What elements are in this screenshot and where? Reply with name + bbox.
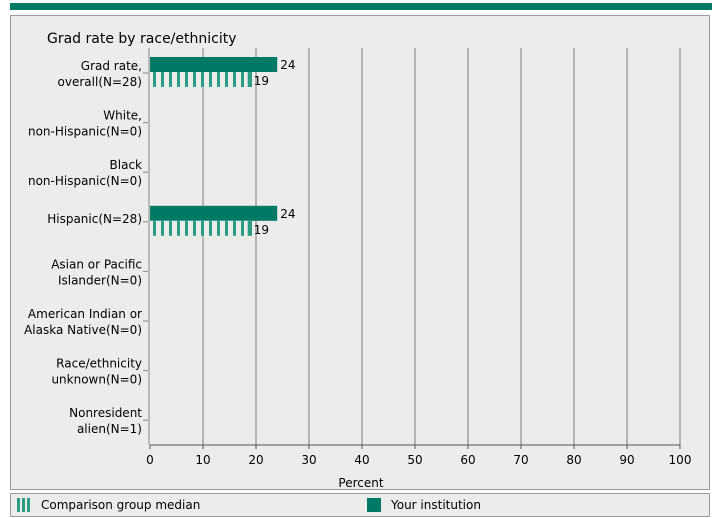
x-tick-label: 70	[513, 453, 528, 467]
x-tick-label: 10	[195, 453, 210, 467]
x-axis-label: Percent	[338, 476, 383, 490]
category-label: Grad rate, overall(N=28)	[58, 59, 142, 89]
institution-bar	[150, 205, 278, 221]
legend: Comparison group median Your institution	[10, 493, 710, 517]
institution-bar	[150, 57, 278, 72]
top-accent-bar	[10, 3, 712, 10]
institution-value-label: 24	[280, 207, 295, 221]
comparison-bar	[150, 72, 252, 87]
comparison-bar	[150, 220, 252, 236]
institution-value-label: 24	[280, 58, 295, 72]
category-label: Hispanic(N=28)	[47, 212, 142, 226]
axes: 0 10 20 30 40 50 60 70 80 90 100	[143, 48, 691, 467]
chart-title: Grad rate by race/ethnicity	[47, 31, 237, 47]
category-label: Race/ethnicity unknown(N=0)	[51, 357, 142, 387]
x-tick-label: 100	[669, 453, 692, 467]
category-label: Asian or Pacific Islander(N=0)	[51, 257, 142, 287]
x-tick-label: 90	[619, 453, 634, 467]
x-tick-label: 80	[566, 453, 581, 467]
legend-item-comparison: Comparison group median	[17, 498, 200, 512]
x-tick-label: 60	[460, 453, 475, 467]
gridlines	[202, 48, 681, 445]
category-label: American Indian or Alaska Native(N=0)	[24, 307, 142, 337]
x-tick-label: 50	[407, 453, 422, 467]
institution-swatch	[367, 498, 381, 512]
x-tick-label: 30	[301, 453, 316, 467]
comparison-swatch	[17, 498, 31, 512]
grad-rate-chart: Grad rate by race/ethnicity 0 10 20 30 40 50 6…	[24, 31, 691, 490]
comparison-value-label: 19	[254, 223, 269, 237]
legend-label-institution: Your institution	[391, 498, 481, 512]
legend-label-comparison: Comparison group median	[41, 498, 201, 512]
x-tick-label: 40	[354, 453, 369, 467]
category-label: Nonresident alien(N=1)	[69, 406, 142, 436]
category-label: White, non-Hispanic(N=0)	[28, 109, 142, 139]
x-tick-label: 20	[248, 453, 263, 467]
x-tick-label: 0	[146, 453, 154, 467]
comparison-value-label: 19	[254, 74, 269, 88]
bars: 24 19 24 19	[150, 57, 295, 237]
category-label: Black non-Hispanic(N=0)	[28, 158, 142, 188]
chart-panel	[10, 15, 710, 490]
legend-item-institution: Your institution	[367, 498, 481, 512]
category-labels: Grad rate, overall(N=28) White, non-Hispani…	[24, 59, 142, 436]
